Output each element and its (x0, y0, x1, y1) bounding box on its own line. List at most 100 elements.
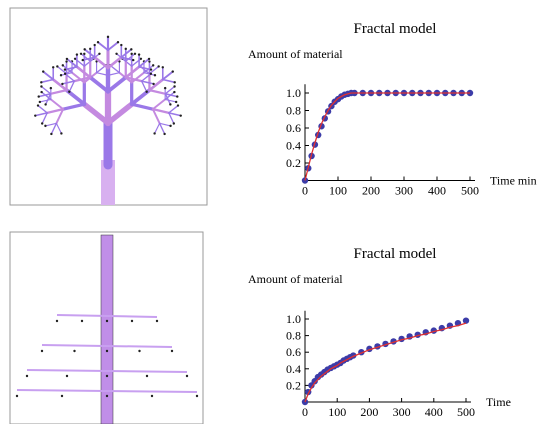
leaf (138, 349, 141, 353)
branch (81, 56, 96, 61)
branch (73, 76, 92, 83)
leaf (83, 48, 86, 51)
leaf (36, 104, 40, 107)
leaf (98, 52, 101, 55)
leaf (120, 43, 123, 47)
leaf (152, 82, 155, 86)
leaf (153, 132, 156, 135)
leaf (49, 86, 53, 90)
branch (164, 85, 176, 95)
branch (167, 112, 182, 117)
leaf (60, 394, 64, 398)
leaf (179, 114, 182, 117)
leaf (176, 104, 180, 107)
branch (56, 65, 68, 75)
branch (80, 53, 91, 62)
branch (124, 65, 141, 79)
branch (158, 122, 166, 135)
branch (97, 41, 109, 52)
leaf (105, 349, 109, 353)
branch (81, 101, 111, 126)
y-tick-label: 0.2 (286, 156, 301, 170)
leaf (93, 43, 96, 47)
x-axis-label: Time min (490, 174, 537, 188)
leaf (55, 319, 59, 323)
leaf (40, 349, 44, 353)
branch (130, 102, 155, 111)
branch (164, 93, 179, 98)
branch (159, 122, 172, 127)
leaf (75, 53, 79, 56)
x-tick-label: 0 (302, 184, 308, 198)
leaf (172, 122, 176, 125)
leaf (169, 103, 172, 106)
branch (151, 98, 167, 111)
leaf (151, 64, 155, 67)
x-tick-label: 200 (360, 405, 378, 419)
leaf (145, 374, 149, 378)
leaf (63, 68, 67, 71)
branch (140, 73, 152, 82)
branch (34, 112, 49, 117)
x-tick-label: 300 (395, 184, 413, 198)
leaf (80, 319, 84, 323)
fractal-tree (34, 35, 182, 205)
chart-title: Fractal model (354, 21, 437, 37)
leaf (173, 81, 176, 84)
branch (37, 93, 52, 98)
leaf (130, 319, 134, 323)
branch (148, 65, 160, 75)
branch (61, 102, 86, 111)
branch (55, 122, 62, 135)
branch (130, 71, 145, 84)
branch (16, 389, 198, 393)
x-tick-label: 400 (425, 405, 443, 419)
y-axis-label: Amount of material (248, 47, 343, 61)
y-axis-label: Amount of material (248, 272, 343, 286)
branch (64, 66, 78, 71)
leaf (61, 64, 65, 67)
branch (71, 71, 86, 84)
branch (93, 55, 110, 70)
fractal-tree (15, 234, 199, 425)
leaf (59, 74, 63, 77)
branch (56, 314, 158, 318)
leaf (157, 65, 160, 68)
branch (161, 70, 174, 81)
x-tick-label: 0 (302, 405, 308, 419)
branch (151, 108, 161, 125)
leaf (61, 82, 64, 86)
leaf (56, 65, 59, 68)
branch (107, 72, 120, 76)
leaf (137, 53, 141, 56)
leaf (34, 114, 37, 117)
leaf (153, 74, 157, 77)
y-tick-label: 0.8 (286, 104, 301, 118)
branch (140, 80, 155, 85)
branch (49, 88, 68, 95)
x-tick-label: 100 (329, 184, 347, 198)
branch (65, 57, 78, 68)
branch (55, 108, 65, 125)
y-tick-label: 1.0 (286, 312, 301, 326)
leaf (169, 124, 172, 128)
branch (168, 104, 179, 114)
branch (151, 108, 170, 114)
x-tick-label: 100 (328, 405, 346, 419)
branch (138, 57, 151, 68)
branch (41, 112, 48, 125)
branch (44, 93, 52, 106)
leaf (42, 70, 45, 73)
branch (46, 108, 65, 114)
leaf (145, 90, 148, 93)
x-tick-label: 500 (457, 405, 475, 419)
branch (140, 80, 148, 93)
leaf (106, 35, 110, 39)
branch (96, 72, 109, 76)
x-tick-label: 500 (461, 184, 479, 198)
branch (148, 78, 165, 92)
leaf (170, 349, 174, 353)
branch (154, 122, 161, 135)
leaf (133, 52, 137, 55)
